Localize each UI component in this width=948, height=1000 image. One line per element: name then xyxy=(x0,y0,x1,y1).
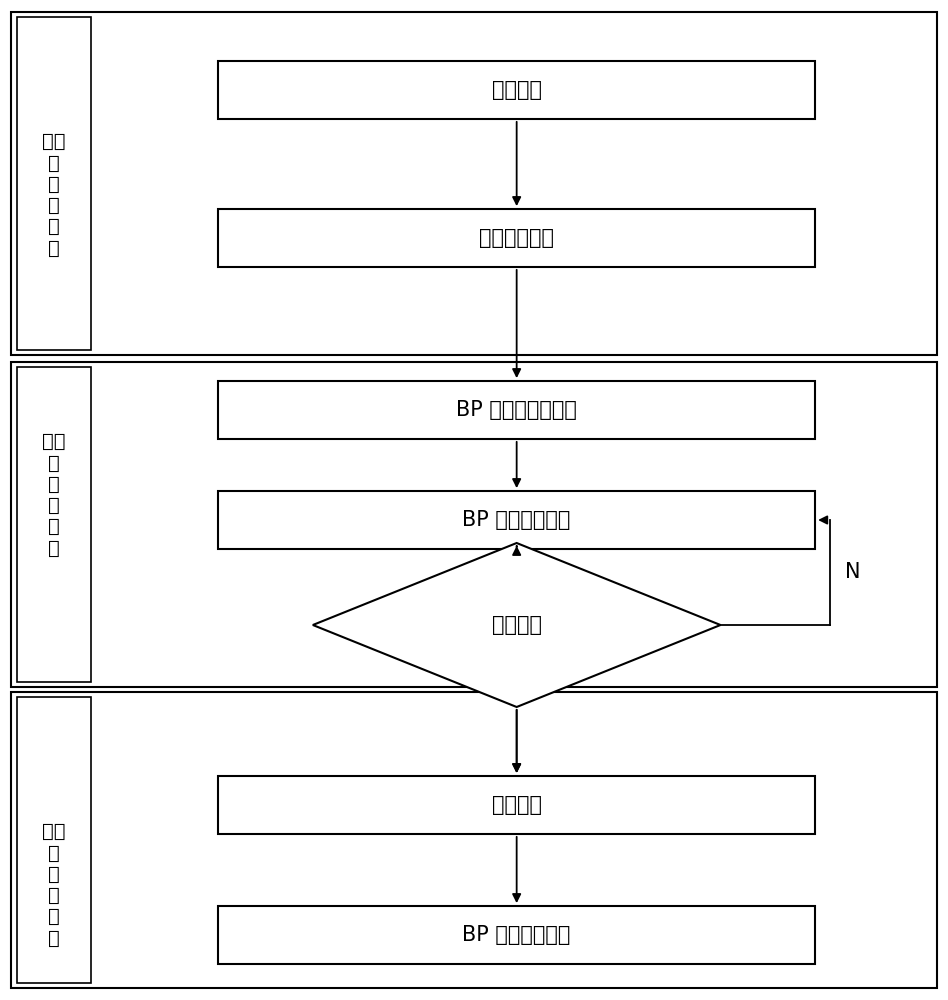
Polygon shape xyxy=(313,543,720,707)
Text: 神经
网
络
的
训
练: 神经 网 络 的 训 练 xyxy=(43,432,65,558)
Bar xyxy=(218,209,815,267)
Bar xyxy=(17,17,91,350)
Text: 预设网络结构: 预设网络结构 xyxy=(479,228,555,248)
Text: BP 神经网络初始化: BP 神经网络初始化 xyxy=(456,400,577,420)
Bar xyxy=(218,61,815,119)
Text: 测试数据: 测试数据 xyxy=(492,795,541,815)
Text: BP 神经网络分类: BP 神经网络分类 xyxy=(463,925,571,945)
Text: 训练结束: 训练结束 xyxy=(492,615,541,635)
Text: 系统建模: 系统建模 xyxy=(492,80,541,100)
Bar xyxy=(17,367,91,682)
Bar xyxy=(11,362,937,687)
Bar xyxy=(11,692,937,988)
Bar xyxy=(17,697,91,983)
Text: N: N xyxy=(846,562,861,582)
Text: BP 神经网络训练: BP 神经网络训练 xyxy=(463,510,571,530)
Bar xyxy=(218,381,815,439)
Bar xyxy=(218,906,815,964)
Bar xyxy=(11,12,937,355)
Bar xyxy=(218,776,815,834)
Bar xyxy=(218,491,815,549)
Text: 神经
网
络
的
构
建: 神经 网 络 的 构 建 xyxy=(43,132,65,258)
Text: 神经
网
络
的
分
类: 神经 网 络 的 分 类 xyxy=(43,822,65,948)
